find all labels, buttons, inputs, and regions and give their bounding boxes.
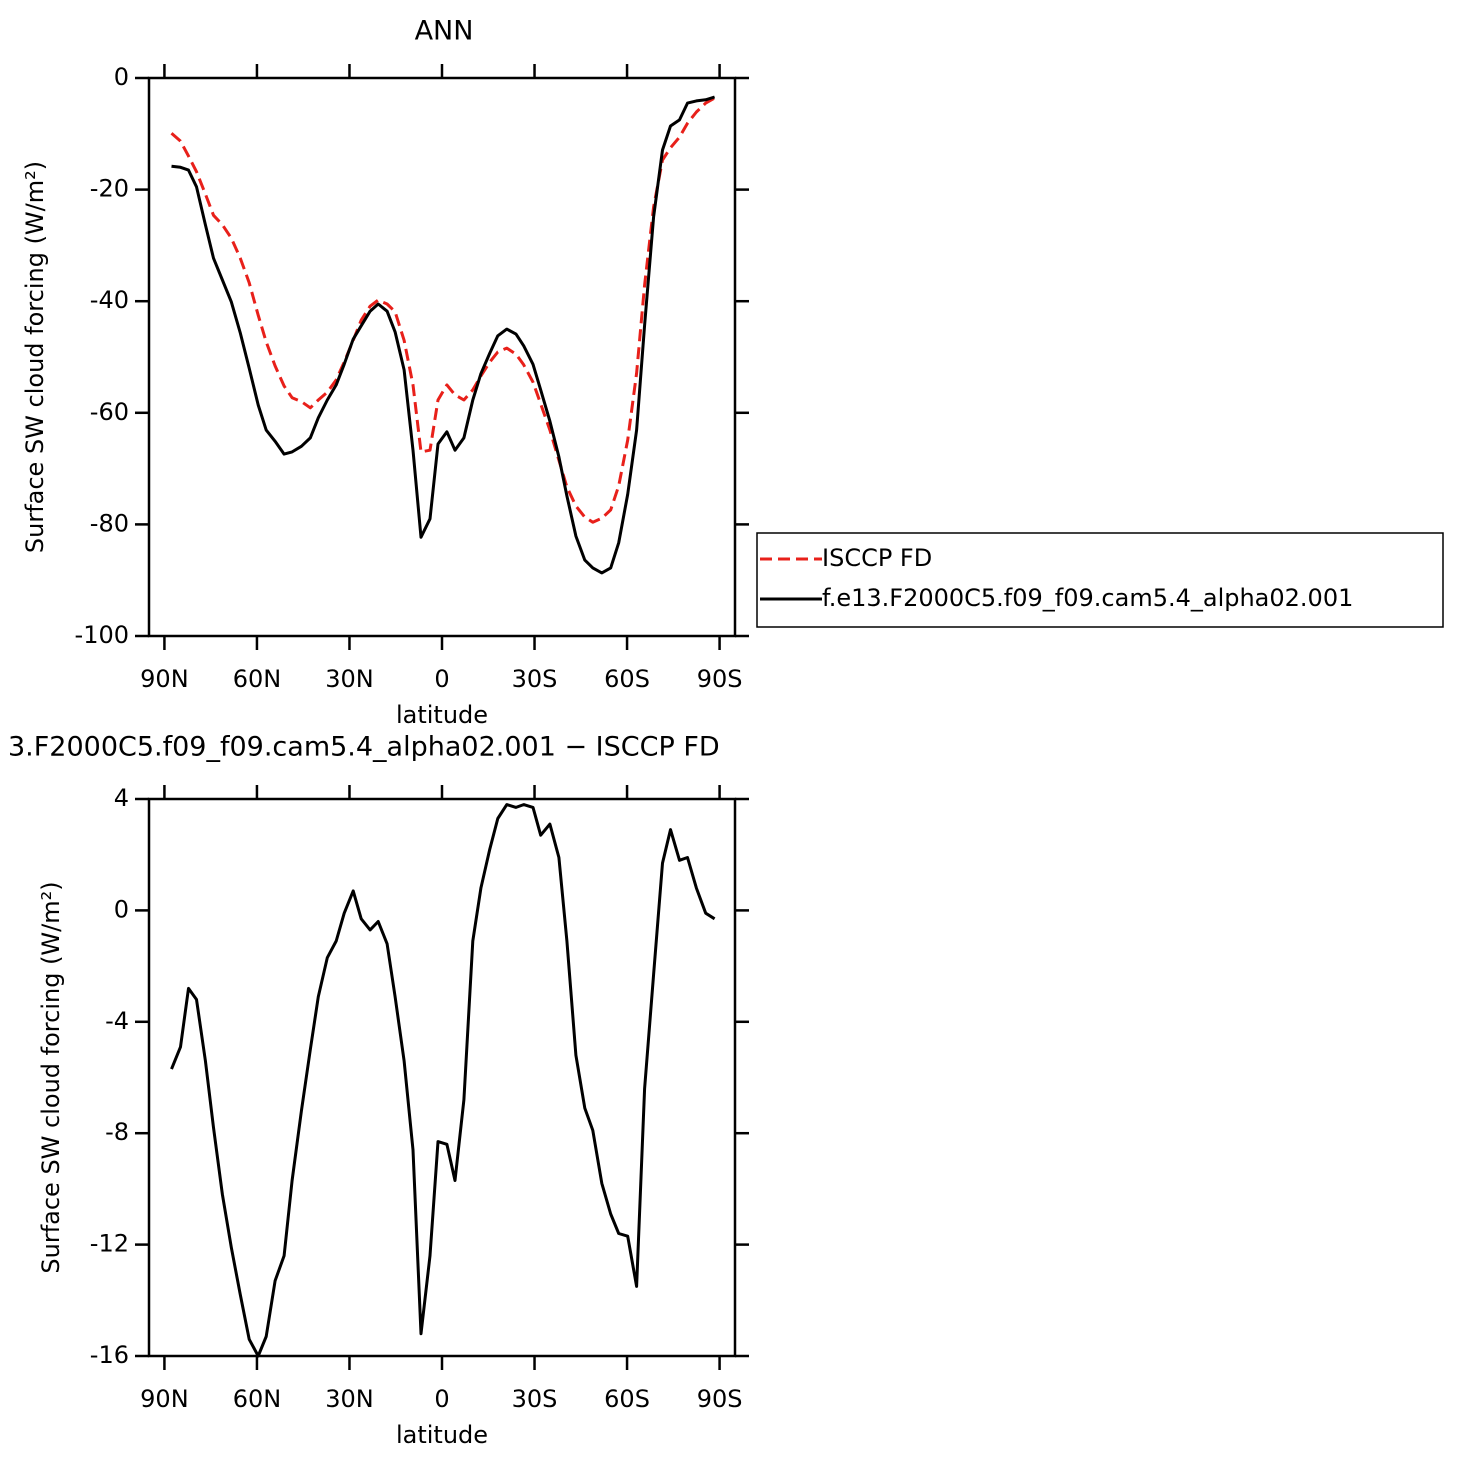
x-tick-label: 0 xyxy=(434,1385,449,1413)
x-tick-label: 60S xyxy=(604,665,650,693)
x-tick-label: 90S xyxy=(697,665,743,693)
legend-label: f.e13.F2000C5.f09_f09.cam5.4_alpha02.001 xyxy=(822,584,1353,612)
x-tick-label: 30S xyxy=(512,1385,558,1413)
x-tick-label: 30N xyxy=(325,665,374,693)
legend-box xyxy=(756,532,1444,628)
x-tick-label: 60N xyxy=(233,1385,282,1413)
y-tick-label: 0 xyxy=(114,63,129,91)
y-axis-label: Surface SW cloud forcing (W/m²) xyxy=(21,161,49,553)
y-tick-label: -60 xyxy=(90,398,129,426)
chart-title: ANN xyxy=(415,16,474,47)
chart: ANN latitude Surface SW cloud forcing (W/m… xyxy=(21,16,1444,729)
chart-title: 3.F2000C5.f09_f09.cam5.4_alpha02.001 − I… xyxy=(8,732,720,763)
legend-label: ISCCP FD xyxy=(822,544,932,572)
data-line xyxy=(170,96,716,524)
x-tick-label: 60S xyxy=(604,1385,650,1413)
x-axis-label: latitude xyxy=(396,1421,488,1449)
x-tick-label: 90S xyxy=(697,1385,743,1413)
y-tick-label: -4 xyxy=(105,1007,129,1035)
x-axis-label: latitude xyxy=(396,701,488,729)
data-line xyxy=(170,803,716,1358)
data-line xyxy=(171,95,716,575)
x-tick-label: 30S xyxy=(512,665,558,693)
x-tick-label: 90N xyxy=(140,665,189,693)
x-tick-label: 90N xyxy=(140,1385,189,1413)
y-tick-label: 4 xyxy=(114,784,129,812)
x-tick-label: 60N xyxy=(233,665,282,693)
y-axis-label: Surface SW cloud forcing (W/m²) xyxy=(37,881,65,1273)
chart: 3.F2000C5.f09_f09.cam5.4_alpha02.001 − I… xyxy=(8,732,749,1449)
plot-frame xyxy=(147,797,737,1358)
y-tick-label: -40 xyxy=(90,286,129,314)
x-tick-label: 30N xyxy=(325,1385,374,1413)
y-tick-label: -80 xyxy=(90,509,129,537)
y-tick-label: -16 xyxy=(90,1341,129,1369)
x-tick-label: 0 xyxy=(434,665,449,693)
y-tick-label: -8 xyxy=(105,1118,129,1146)
y-tick-label: 0 xyxy=(114,895,129,923)
y-tick-label: -100 xyxy=(75,621,129,649)
plot-frame xyxy=(147,76,737,638)
y-tick-label: -20 xyxy=(90,175,129,203)
y-tick-label: -12 xyxy=(90,1230,129,1258)
